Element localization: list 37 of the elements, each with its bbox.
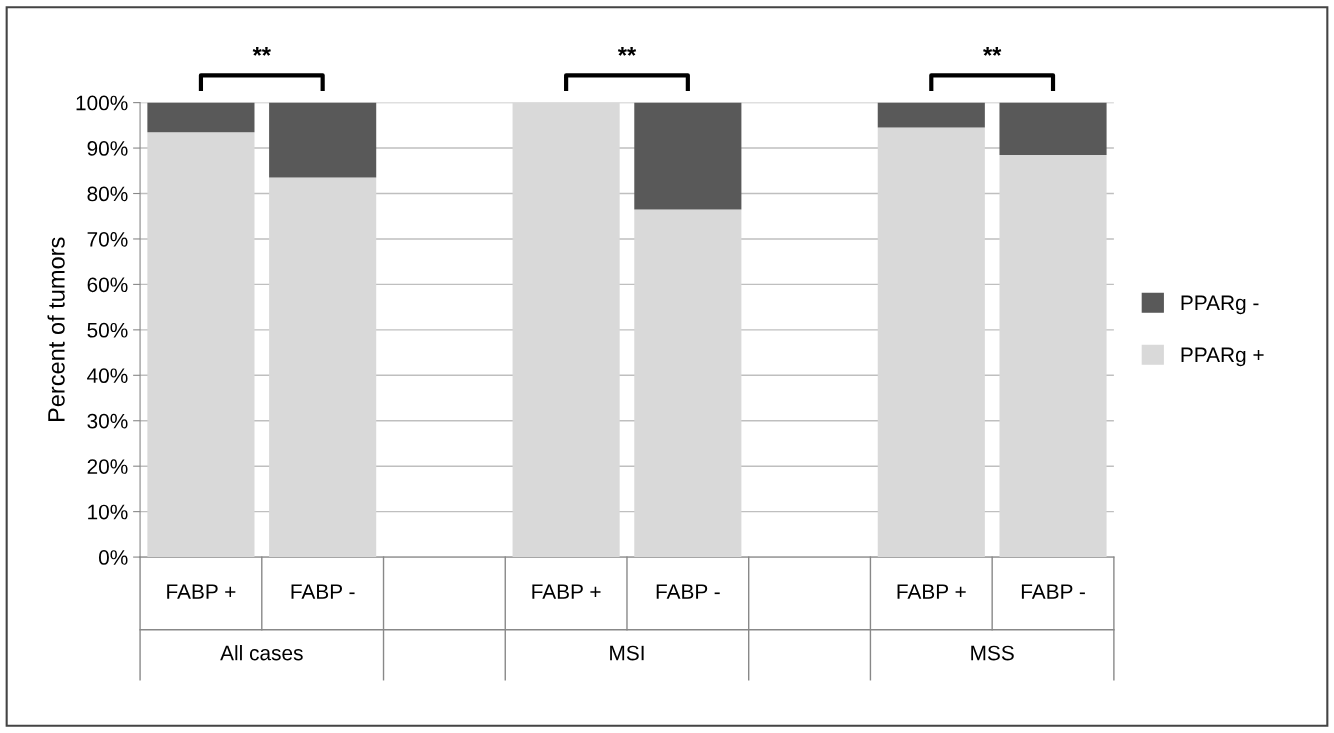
y-tick-label: 100%	[76, 95, 128, 111]
y-tick-label: 0%	[98, 550, 128, 565]
y-tick-label: 20%	[87, 459, 128, 474]
y-tick-label: 10%	[88, 504, 128, 520]
bar	[634, 209, 742, 558]
x-tick-label: FABP +	[897, 584, 966, 599]
x-tick-label: FABP -	[291, 584, 355, 599]
text: MSI	[610, 645, 644, 661]
legend-label: PPARg -	[1181, 295, 1259, 315]
bar	[147, 102, 255, 133]
bar	[512, 102, 620, 558]
legend-label: PPARg +	[1181, 347, 1264, 367]
bar	[269, 102, 377, 178]
bar	[999, 102, 1107, 155]
bar	[877, 102, 985, 128]
bar	[147, 132, 255, 558]
x-tick-label: FABP -	[656, 584, 720, 599]
y-tick-label: 80%	[87, 186, 128, 202]
y-tick-label: 60%	[87, 277, 128, 293]
text: **	[617, 47, 637, 56]
text: **	[252, 47, 271, 56]
bar	[269, 177, 377, 558]
y-axis-title: Percent of tumors	[47, 237, 65, 422]
bar	[999, 154, 1107, 558]
y-tick-label: 90%	[87, 141, 128, 156]
x-tick-label: FABP +	[532, 584, 601, 599]
text: All cases	[220, 645, 303, 661]
x-tick-label: FABP -	[1021, 584, 1085, 599]
x-tick-label: FABP +	[167, 584, 236, 599]
text: MSS	[971, 645, 1014, 661]
text: **	[983, 47, 1002, 56]
y-tick-label: 30%	[87, 413, 128, 429]
bar	[877, 127, 985, 558]
y-tick-label: 40%	[87, 368, 128, 384]
y-tick-label: 50%	[87, 322, 128, 338]
bar	[634, 102, 742, 210]
y-tick-label: 70%	[87, 231, 128, 247]
